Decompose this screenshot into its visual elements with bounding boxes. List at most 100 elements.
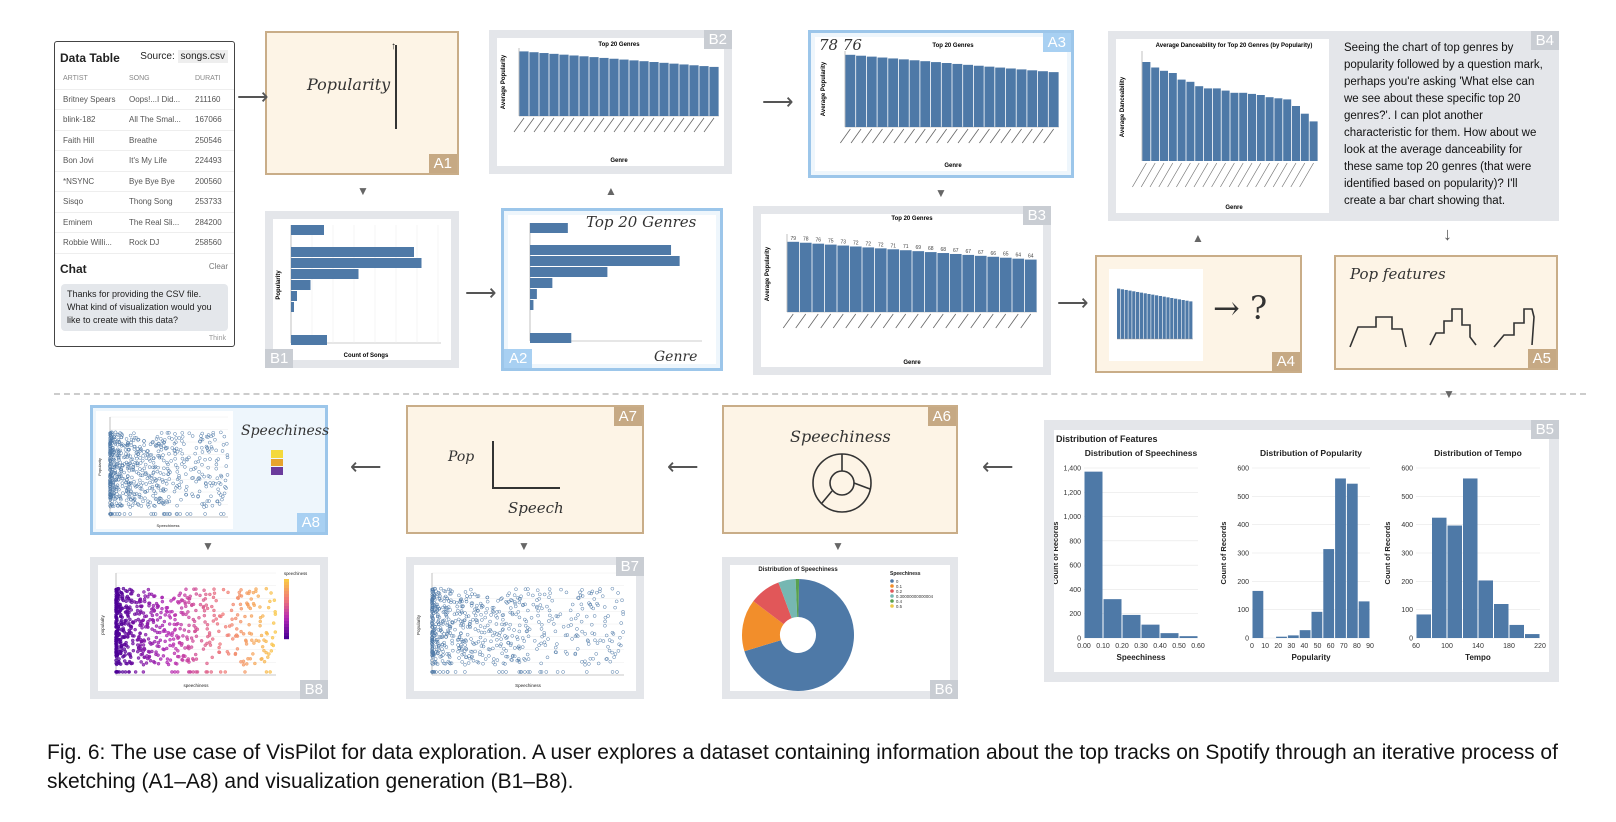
data-point [174, 446, 179, 451]
data-point [464, 655, 469, 660]
tick-label: 300 [1237, 551, 1249, 558]
data-point [141, 670, 146, 674]
data-point [126, 440, 130, 445]
table-row[interactable]: Faith Hill Breathe 250546 [55, 131, 234, 151]
tick-label [907, 313, 919, 329]
arrow-down-icon: ▼ [357, 184, 369, 198]
data-point [267, 652, 271, 656]
data-point [174, 622, 179, 627]
data-point [131, 438, 136, 443]
data-point [156, 500, 161, 504]
data-point [177, 473, 181, 478]
data-point [180, 435, 185, 439]
table-row[interactable]: Britney Spears Oops!...I Did... 211160 [55, 90, 234, 110]
table-row[interactable]: *NSYNC Bye Bye Bye 200560 [55, 172, 234, 192]
data-point [117, 609, 121, 614]
data-point [226, 590, 230, 595]
data-point [273, 612, 278, 616]
clear-button[interactable]: Clear [208, 261, 228, 271]
table-row[interactable]: Robbie Willi... Rock DJ 258560 [55, 233, 234, 254]
data-point [251, 601, 256, 606]
data-point [177, 593, 181, 598]
data-point [239, 606, 244, 611]
data-point [430, 607, 434, 611]
bar [1143, 293, 1147, 339]
data-point [442, 599, 446, 604]
data-point [546, 637, 550, 641]
data-point [201, 598, 206, 602]
data-point [476, 639, 481, 644]
panel-label: A8 [296, 513, 325, 532]
bar [1283, 99, 1292, 161]
data-point [131, 463, 136, 467]
tick-label [1228, 162, 1244, 188]
data-point [453, 627, 457, 632]
data-point [179, 606, 184, 610]
legend-gradient [284, 630, 289, 634]
table-row[interactable]: blink-182 All The Smal... 167066 [55, 110, 234, 131]
col-artist[interactable]: ARTIST [63, 75, 88, 83]
x-axis-label: Speechiness [157, 523, 180, 528]
col-duration[interactable]: DURATI [195, 75, 221, 83]
tick-label [563, 117, 575, 133]
data-point [122, 512, 127, 516]
data-point [447, 661, 452, 665]
data-point [218, 670, 223, 674]
think-button[interactable]: Think [208, 334, 226, 342]
col-song[interactable]: SONG [129, 75, 150, 83]
data-point [136, 656, 141, 660]
data-point [207, 640, 212, 645]
data-point [503, 662, 507, 666]
data-point [561, 625, 566, 629]
data-point [117, 640, 122, 645]
source-file[interactable]: songs.csv [177, 50, 228, 63]
data-point [115, 503, 120, 508]
data-point [457, 593, 461, 598]
data-label: 67 [965, 249, 971, 255]
data-point [526, 634, 531, 639]
data-point [469, 637, 473, 641]
data-point [254, 638, 258, 643]
data-point [114, 495, 119, 500]
bar [962, 254, 975, 312]
data-point [110, 449, 114, 453]
table-row[interactable]: Bon Jovi It's My Life 224493 [55, 151, 234, 172]
bar [1447, 525, 1462, 638]
data-point [558, 612, 563, 616]
legend-gradient [284, 636, 289, 640]
data-point [507, 626, 511, 631]
tick-label [1211, 162, 1226, 188]
data-point [150, 607, 154, 611]
data-point [191, 494, 195, 499]
data-point [149, 453, 154, 457]
data-point [250, 638, 254, 643]
data-point [241, 662, 246, 667]
data-point [194, 670, 198, 674]
data-point [208, 457, 212, 461]
bar [1012, 258, 1025, 312]
bar [589, 57, 599, 116]
data-point [444, 613, 449, 618]
data-point [138, 631, 142, 636]
data-point [475, 620, 479, 625]
data-point [185, 658, 189, 663]
table-row[interactable]: Eminem The Real Sli... 284200 [55, 213, 234, 233]
data-point [127, 482, 132, 486]
data-point [153, 512, 158, 516]
data-point [587, 662, 591, 666]
table-row[interactable]: Sisqo Thong Song 253733 [55, 192, 234, 213]
bar [888, 58, 899, 127]
panel-label: B2 [703, 30, 732, 49]
data-point [535, 588, 540, 593]
bar [941, 63, 952, 127]
tick-label [968, 128, 980, 144]
data-point [151, 465, 155, 470]
bar [949, 253, 962, 312]
data-point [445, 623, 449, 627]
tick-label [593, 117, 605, 133]
pie-slice [742, 601, 784, 652]
tick-label [979, 128, 990, 144]
bar [1287, 635, 1299, 638]
data-point [204, 444, 209, 449]
data-point [147, 592, 152, 596]
